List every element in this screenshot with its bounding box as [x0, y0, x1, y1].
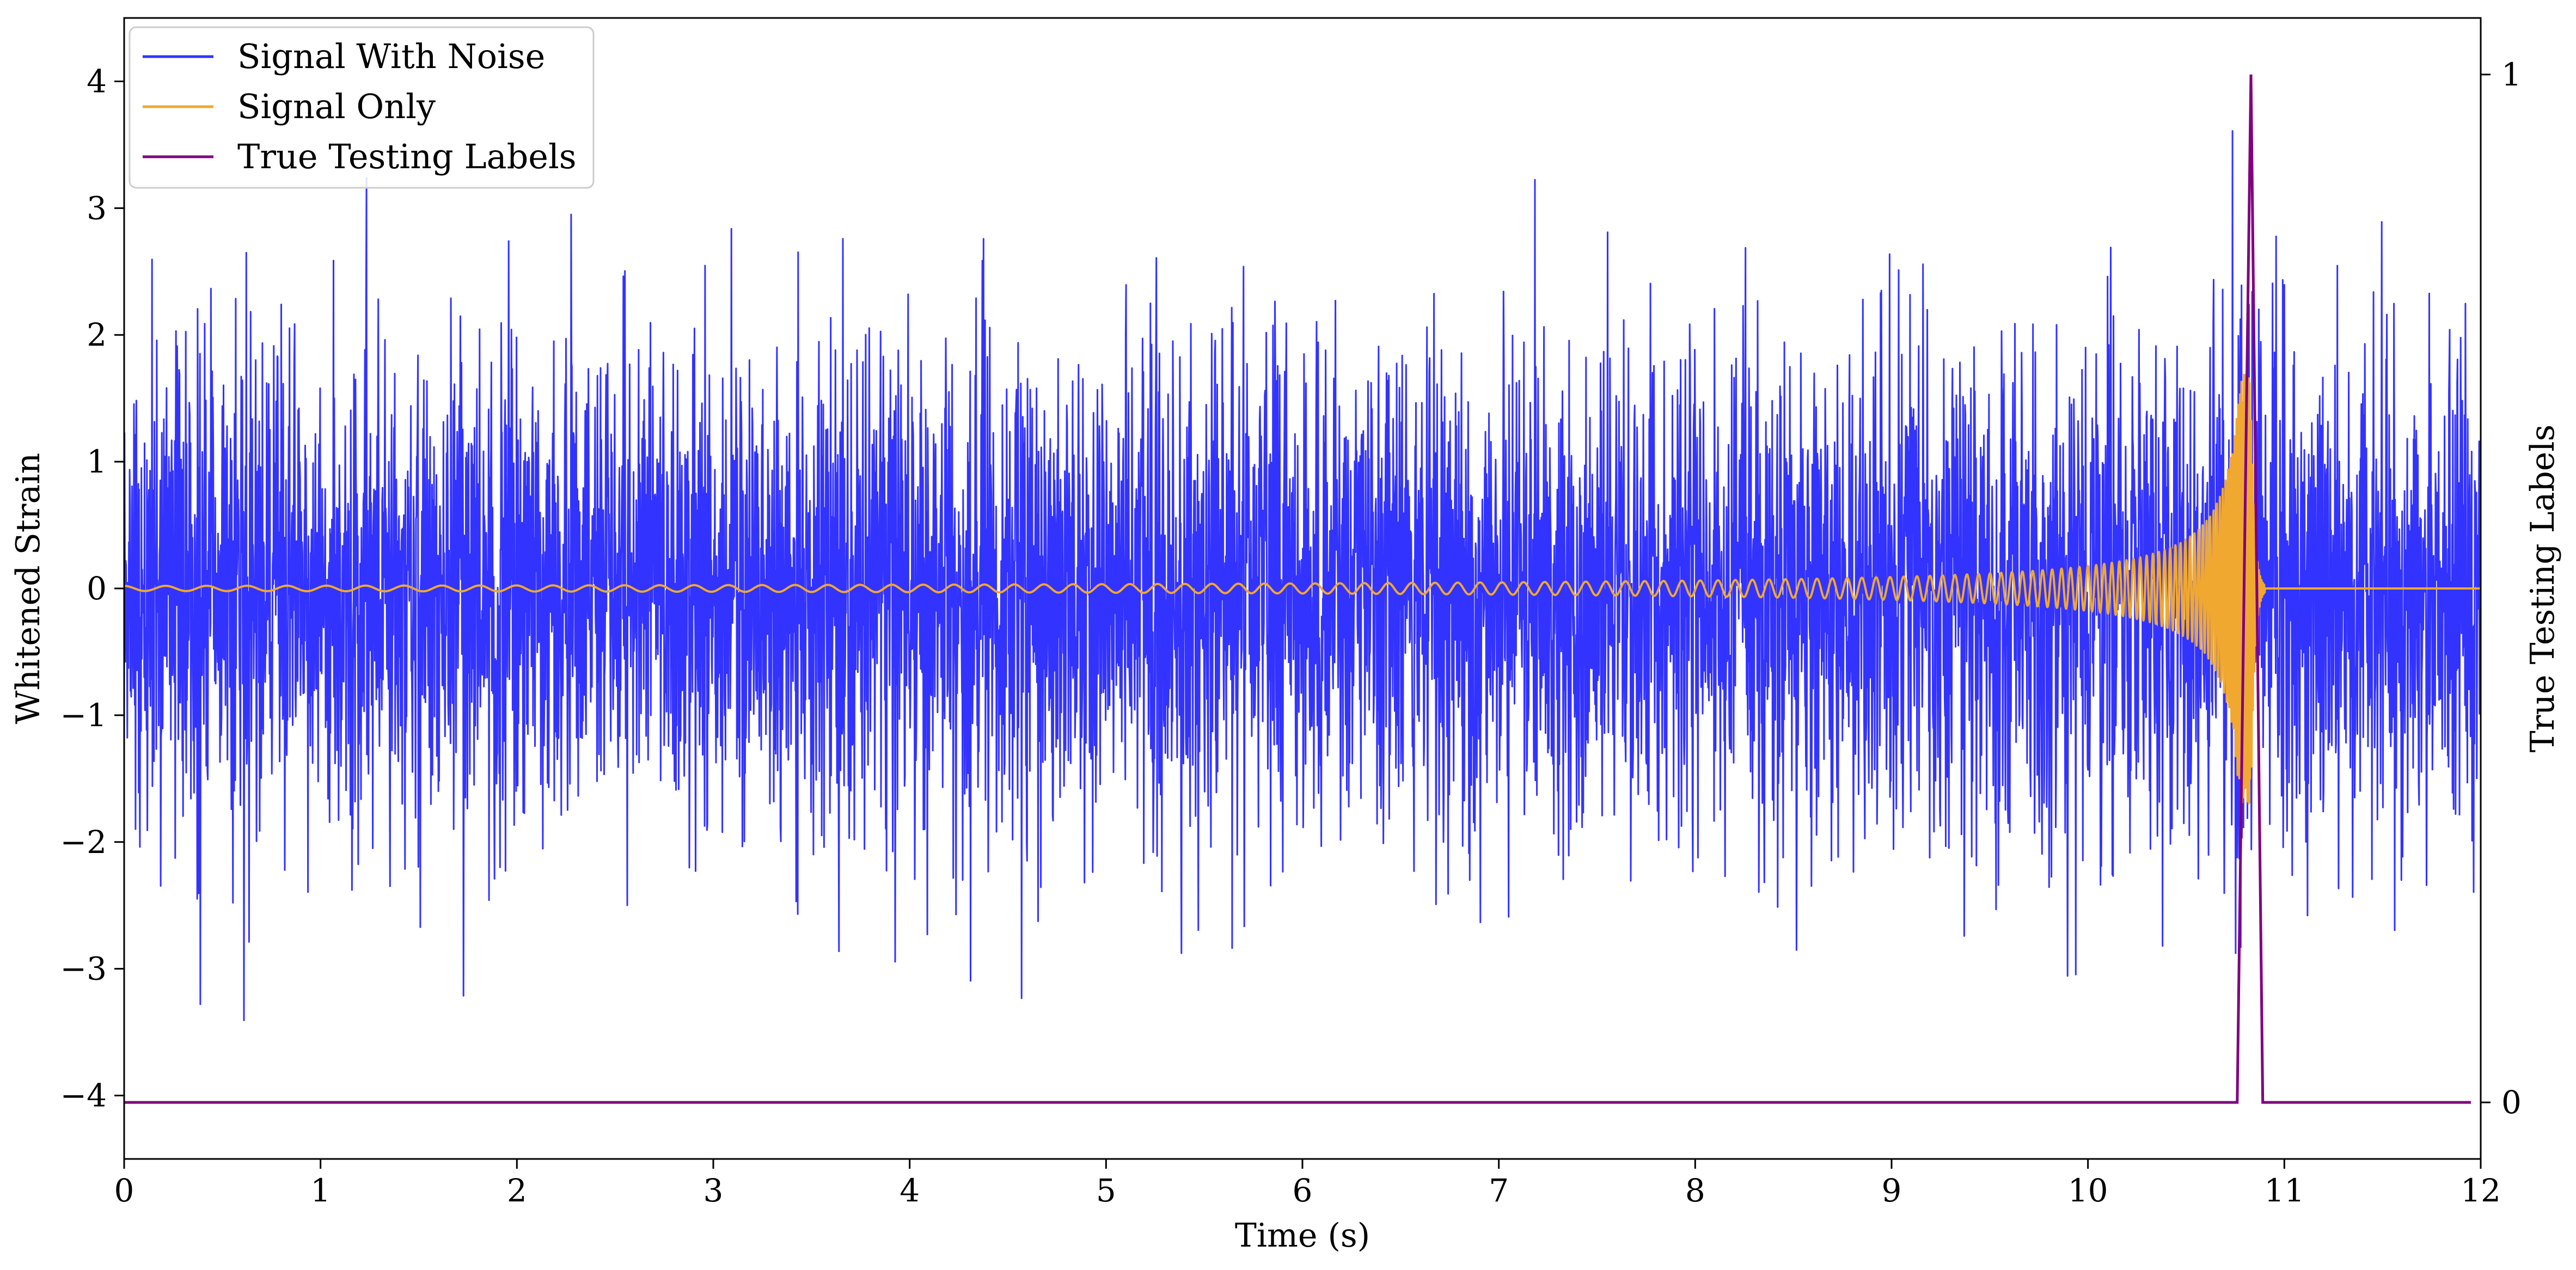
- x-tick-label: 10: [2068, 1172, 2108, 1209]
- x-tick-label: 2: [507, 1172, 527, 1209]
- y-tick-label: −4: [60, 1077, 107, 1114]
- legend-label-signal-only: Signal Only: [237, 87, 436, 126]
- series-signal-only: [124, 373, 2481, 805]
- y-axis-label: Whitened Strain: [9, 453, 47, 724]
- x-tick-label: 4: [900, 1172, 920, 1209]
- y-tick-label: 4: [87, 63, 107, 100]
- y-tick-label: 0: [87, 570, 107, 607]
- y2-axis-label: True Testing Labels: [2524, 425, 2562, 753]
- x-tick-label: 1: [310, 1172, 331, 1209]
- y2-tick-label: 1: [2501, 56, 2522, 93]
- y-tick-label: 1: [87, 443, 107, 480]
- y-tick-label: −3: [60, 950, 107, 987]
- x-tick-label: 3: [703, 1172, 724, 1209]
- x-axis-label: Time (s): [1235, 1217, 1370, 1255]
- x-tick-label: 6: [1293, 1172, 1313, 1209]
- legend: Signal With Noise Signal Only True Testi…: [129, 26, 595, 189]
- y-tick-label: 3: [87, 189, 107, 226]
- series-signal-with-noise: [124, 130, 2481, 1021]
- x-tick-label: 9: [1882, 1172, 1902, 1209]
- x-tick-label: 8: [1685, 1172, 1705, 1209]
- y-tick-label: 2: [87, 316, 107, 353]
- x-tick-label: 11: [2264, 1172, 2304, 1209]
- y-tick-label: −1: [60, 697, 107, 734]
- x-tick-label: 5: [1096, 1172, 1116, 1209]
- x-tick-label: 7: [1489, 1172, 1509, 1209]
- series-layer: [124, 74, 2481, 1104]
- x-tick-label: 12: [2461, 1172, 2501, 1209]
- legend-label-signal-with-noise: Signal With Noise: [237, 36, 545, 76]
- y2-tick-label: 0: [2501, 1084, 2522, 1121]
- y-tick-label: −2: [60, 824, 107, 861]
- series-true-testing-labels: [124, 74, 2471, 1104]
- x-tick-label: 0: [114, 1172, 134, 1209]
- legend-label-true-testing-labels: True Testing Labels: [237, 137, 577, 176]
- legend-box: [129, 26, 595, 189]
